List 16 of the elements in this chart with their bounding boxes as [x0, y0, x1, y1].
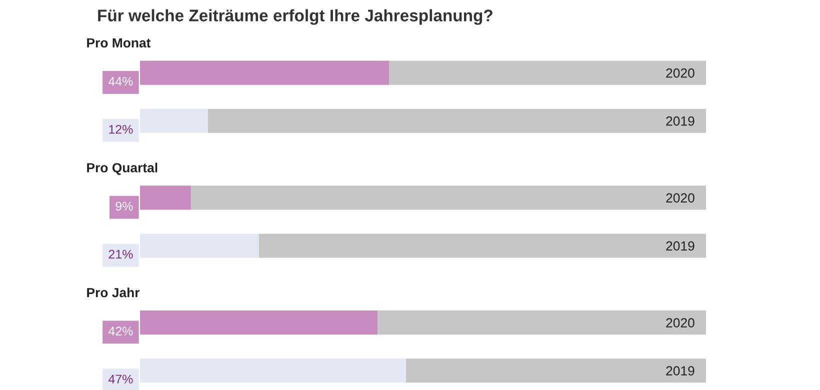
y-tick-label: 2020	[666, 68, 694, 78]
data-label: 12%	[109, 124, 133, 134]
data-label: 47%	[108, 374, 133, 384]
annotation: Pro Monat	[87, 38, 151, 48]
annotation: Pro Quartal	[87, 162, 158, 175]
data-label: 44%	[108, 76, 133, 86]
data-label: 42%	[108, 326, 133, 336]
data-label: 21%	[108, 250, 133, 259]
y-tick-label: 2020	[666, 193, 694, 203]
data-label: 9%	[116, 202, 133, 211]
y-tick-label: 2019	[666, 116, 694, 126]
y-tick-label: 2019	[666, 241, 694, 251]
text: Pro Jahr	[87, 288, 140, 298]
y-tick-label: 2019	[666, 366, 694, 376]
y-tick-label: 2020	[666, 318, 694, 328]
chart-title: Für welche Zeiträume erfolgt Ihre Jahresplanung?	[98, 9, 492, 25]
